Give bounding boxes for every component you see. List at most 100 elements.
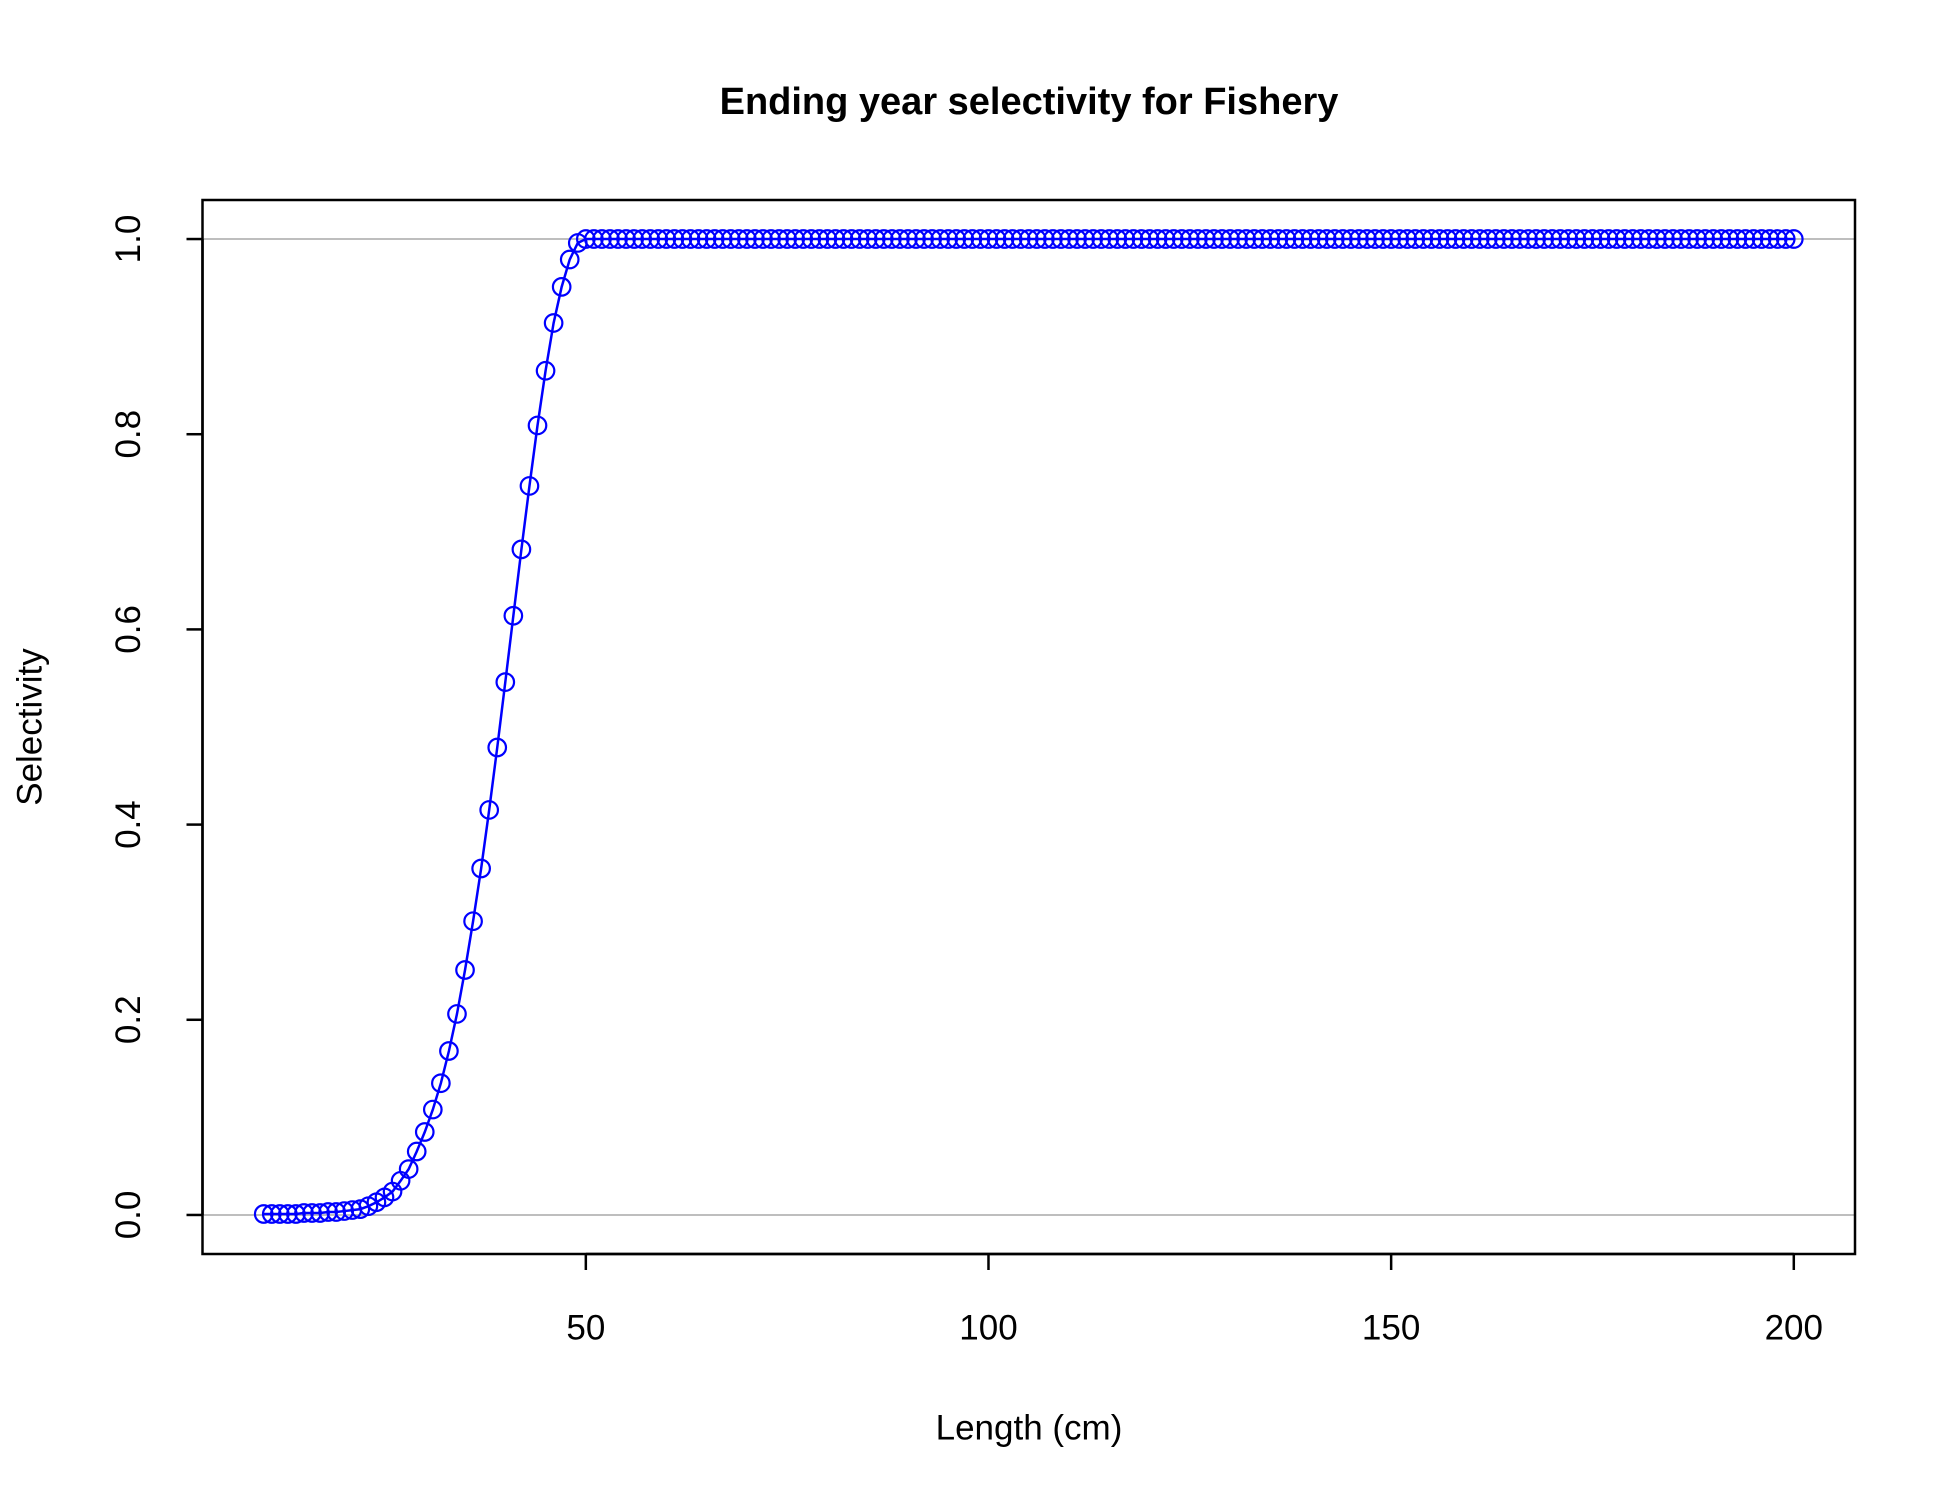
data-point xyxy=(801,229,822,249)
data-point xyxy=(1485,229,1506,249)
data-point xyxy=(1147,229,1168,249)
data-point xyxy=(1341,229,1361,249)
data-point xyxy=(881,229,902,249)
data-point xyxy=(398,1159,419,1179)
data-point xyxy=(1308,229,1329,249)
data-point xyxy=(1075,229,1095,249)
data-point xyxy=(1671,229,1691,249)
data-point xyxy=(1300,229,1321,249)
data-point xyxy=(1735,229,1756,249)
data-point xyxy=(479,800,500,820)
data-point xyxy=(1107,229,1128,249)
data-point xyxy=(1091,229,1112,249)
data-point xyxy=(575,229,596,249)
data-point xyxy=(970,229,991,249)
data-point xyxy=(1155,229,1176,249)
data-point xyxy=(954,229,975,249)
data-point xyxy=(1647,229,1667,249)
data-point xyxy=(1413,229,1434,249)
data-point xyxy=(334,1201,355,1221)
data-point xyxy=(1220,229,1240,249)
data-point xyxy=(994,229,1015,249)
data-point xyxy=(1566,229,1587,249)
data-point xyxy=(1445,229,1466,249)
data-point xyxy=(447,1004,467,1024)
data-point xyxy=(1252,229,1273,249)
x-tick-label: 100 xyxy=(959,1308,1017,1347)
y-tick-label: 0.2 xyxy=(109,995,148,1044)
data-point xyxy=(1212,229,1232,249)
data-point xyxy=(1365,229,1385,249)
data-point xyxy=(1405,229,1426,249)
data-point xyxy=(1590,229,1611,249)
data-point xyxy=(1429,229,1450,249)
data-point xyxy=(890,229,910,249)
data-point xyxy=(1179,229,1200,249)
data-point xyxy=(1574,229,1595,249)
data-point xyxy=(1349,229,1369,249)
data-point xyxy=(1655,229,1675,249)
data-point xyxy=(664,229,685,249)
data-point xyxy=(1759,229,1780,249)
data-point xyxy=(600,229,620,249)
data-point xyxy=(777,229,798,249)
data-point xyxy=(1010,229,1031,249)
data-point xyxy=(857,229,878,249)
x-tick-label: 150 xyxy=(1362,1308,1420,1347)
data-point xyxy=(672,229,693,249)
data-point xyxy=(1751,229,1772,249)
data-point xyxy=(302,1203,322,1223)
data-point xyxy=(720,229,741,249)
data-point xyxy=(1284,229,1305,249)
data-point xyxy=(543,313,564,333)
data-point xyxy=(463,911,483,932)
data-point xyxy=(511,539,532,560)
data-point xyxy=(253,1204,274,1224)
data-point xyxy=(527,415,548,436)
chart-title: Ending year selectivity for Fishery xyxy=(720,81,1339,123)
data-point xyxy=(1204,229,1224,249)
data-point xyxy=(624,229,644,249)
data-point xyxy=(1188,229,1208,249)
data-point xyxy=(1244,229,1265,249)
data-point xyxy=(1276,229,1297,249)
y-tick-label: 0.0 xyxy=(109,1191,148,1240)
data-point xyxy=(1099,229,1120,249)
data-point xyxy=(286,1204,306,1224)
data-point xyxy=(1018,229,1039,249)
data-point xyxy=(535,360,556,381)
data-point xyxy=(1695,229,1716,249)
data-point xyxy=(1316,229,1337,249)
data-point xyxy=(1059,229,1079,249)
data-point xyxy=(680,229,701,249)
data-point xyxy=(1630,229,1651,249)
data-point xyxy=(1357,229,1377,249)
data-point xyxy=(785,229,806,249)
data-point xyxy=(1598,229,1619,249)
data-point xyxy=(753,229,773,249)
data-point xyxy=(946,229,967,249)
data-point xyxy=(632,229,653,249)
data-point xyxy=(1502,229,1522,249)
data-point xyxy=(809,229,830,249)
data-point xyxy=(1687,229,1708,249)
data-point xyxy=(1703,229,1724,249)
data-point xyxy=(414,1122,435,1142)
series-line xyxy=(263,237,1794,1216)
data-point xyxy=(326,1202,347,1222)
data-point xyxy=(1421,229,1442,249)
data-point xyxy=(1268,229,1289,249)
data-point xyxy=(431,1073,451,1094)
data-point xyxy=(495,672,516,692)
data-point xyxy=(439,1041,459,1061)
data-point xyxy=(551,277,572,297)
data-point xyxy=(1123,229,1144,249)
data-point xyxy=(455,960,475,980)
y-tick-label: 0.6 xyxy=(109,605,148,654)
data-point xyxy=(1783,229,1804,249)
data-point xyxy=(1324,229,1345,249)
y-axis-label: Selectivity xyxy=(10,648,49,806)
x-axis-label: Length (cm) xyxy=(936,1408,1123,1447)
data-point xyxy=(1469,229,1490,249)
data-point xyxy=(922,229,942,249)
